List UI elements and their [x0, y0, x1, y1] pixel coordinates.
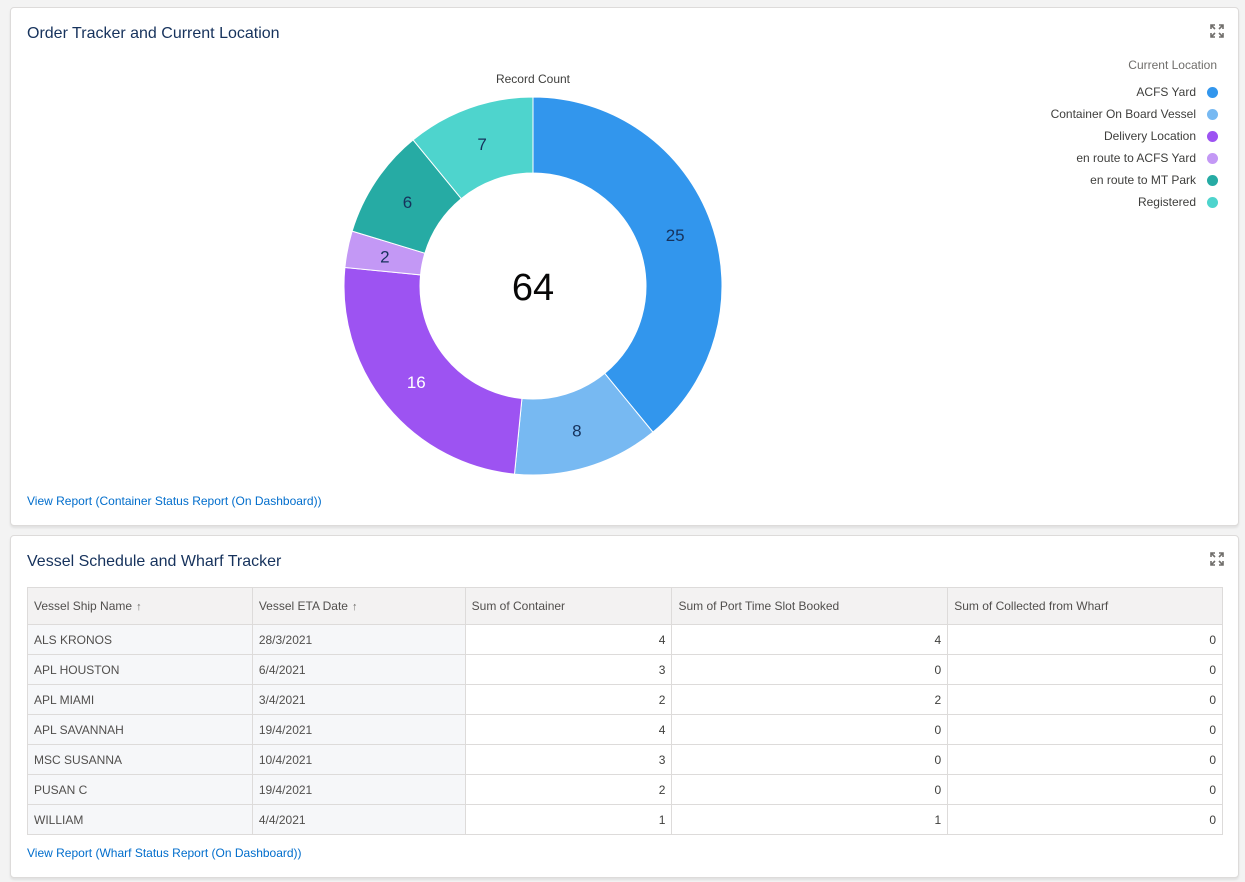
legend-label: ACFS Yard: [1136, 85, 1196, 99]
sum-cell: 4: [465, 624, 673, 655]
slice-value-label: 7: [477, 135, 486, 154]
donut-slice[interactable]: [343, 266, 523, 475]
card-title: Order Tracker and Current Location: [27, 25, 280, 42]
chart-total: 64: [512, 267, 554, 309]
vessel-name-cell: PUSAN C: [27, 774, 253, 805]
legend-item[interactable]: en route to ACFS Yard: [1051, 147, 1218, 169]
table-row: ALS KRONOS 28/3/2021 4 4 0: [27, 624, 1223, 655]
card-title: Vessel Schedule and Wharf Tracker: [27, 553, 282, 570]
expand-icon[interactable]: [1210, 24, 1224, 38]
eta-date-cell: 19/4/2021: [252, 714, 466, 745]
sum-cell: 2: [671, 684, 949, 715]
chart-legend: Current Location ACFS Yard Container On B…: [1051, 58, 1218, 213]
vessel-name-cell: WILLIAM: [27, 804, 253, 835]
sort-ascending-icon[interactable]: ↑: [136, 601, 142, 613]
sum-cell: 0: [947, 774, 1223, 805]
legend-swatch: [1207, 196, 1218, 208]
legend-swatch: [1207, 86, 1218, 98]
vessel-name-cell: APL MIAMI: [27, 684, 253, 715]
column-header-label: Vessel ETA Date: [258, 599, 348, 613]
table-row: MSC SUSANNA 10/4/2021 3 0 0: [27, 744, 1223, 775]
sum-cell: 4: [671, 624, 949, 655]
slice-value-label: 25: [666, 226, 685, 245]
legend-swatch: [1207, 130, 1218, 142]
sum-cell: 0: [671, 654, 949, 685]
sum-cell: 0: [947, 714, 1223, 745]
view-report-link[interactable]: View Report (Container Status Report (On…: [27, 494, 322, 508]
expand-icon[interactable]: [1210, 552, 1224, 566]
legend-label: en route to MT Park: [1090, 173, 1196, 187]
sum-cell: 4: [465, 714, 673, 745]
table-row: PUSAN C 19/4/2021 2 0 0: [27, 774, 1223, 805]
table-header-row: Vessel Ship Name ↑ Vessel ETA Date ↑ Sum of …: [27, 587, 1223, 625]
eta-date-cell: 19/4/2021: [252, 774, 466, 805]
legend-label: Registered: [1137, 195, 1196, 209]
sum-cell: 1: [671, 804, 949, 835]
vessel-schedule-card: Vessel Schedule and Wharf Tracker Vessel…: [10, 535, 1239, 878]
sum-cell: 0: [671, 744, 949, 775]
column-header-label: Vessel Ship Name: [34, 599, 133, 613]
sum-cell: 0: [947, 654, 1223, 685]
column-header[interactable]: Sum of Container: [464, 587, 673, 625]
sum-cell: 0: [671, 774, 949, 805]
legend-label: Container On Board Vessel: [1050, 107, 1196, 121]
eta-date-cell: 28/3/2021: [252, 624, 466, 655]
column-header[interactable]: Vessel Ship Name ↑: [27, 587, 253, 625]
column-header-label: Sum of Container: [471, 599, 566, 613]
sum-cell: 0: [947, 804, 1223, 835]
donut-slice[interactable]: [412, 96, 534, 200]
legend-label: Delivery Location: [1103, 129, 1196, 143]
slice-value-label: 6: [403, 193, 412, 212]
table-row: APL HOUSTON 6/4/2021 3 0 0: [27, 654, 1223, 685]
sum-cell: 1: [465, 804, 673, 835]
sum-cell: 0: [947, 744, 1223, 775]
column-header[interactable]: Sum of Collected from Wharf: [947, 587, 1223, 625]
vessel-name-cell: ALS KRONOS: [27, 624, 253, 655]
sum-cell: 0: [947, 624, 1223, 655]
legend-item[interactable]: Delivery Location: [1051, 125, 1218, 147]
legend-item[interactable]: Container On Board Vessel: [1051, 103, 1218, 125]
legend-item[interactable]: en route to MT Park: [1051, 169, 1218, 191]
donut-chart: Record Count 25 8 16 2 6 7 64: [343, 72, 723, 476]
sum-cell: 3: [465, 654, 673, 685]
table-body: ALS KRONOS 28/3/2021 4 4 0 APL HOUSTON 6/4/202…: [27, 624, 1223, 835]
sum-cell: 0: [671, 714, 949, 745]
sum-cell: 3: [465, 744, 673, 775]
chart-title: Record Count: [496, 72, 571, 86]
sum-cell: 2: [465, 774, 673, 805]
legend-swatch: [1207, 108, 1218, 120]
view-report-link[interactable]: View Report (Wharf Status Report (On Das…: [27, 846, 302, 860]
donut-slice[interactable]: [532, 96, 723, 433]
legend-title: Current Location: [1128, 58, 1217, 72]
legend-swatch: [1207, 174, 1218, 186]
legend-swatch: [1207, 152, 1218, 164]
table-row: APL MIAMI 3/4/2021 2 2 0: [27, 684, 1223, 715]
eta-date-cell: 4/4/2021: [252, 804, 466, 835]
vessel-table: Vessel Ship Name ↑ Vessel ETA Date ↑ Sum of …: [27, 587, 1223, 835]
slice-value-label: 16: [407, 373, 426, 392]
table-row: APL SAVANNAH 19/4/2021 4 0 0: [27, 714, 1223, 745]
column-header-label: Sum of Collected from Wharf: [954, 599, 1109, 613]
vessel-name-cell: APL SAVANNAH: [27, 714, 253, 745]
table-row: WILLIAM 4/4/2021 1 1 0: [27, 804, 1223, 835]
eta-date-cell: 10/4/2021: [252, 744, 466, 775]
legend-item[interactable]: Registered: [1051, 191, 1218, 213]
slice-value-label: 8: [572, 421, 581, 440]
slice-value-label: 2: [380, 248, 389, 267]
legend-label: en route to ACFS Yard: [1076, 151, 1196, 165]
legend-item[interactable]: ACFS Yard: [1051, 81, 1218, 103]
eta-date-cell: 6/4/2021: [252, 654, 466, 685]
vessel-name-cell: MSC SUSANNA: [27, 744, 253, 775]
vessel-name-cell: APL HOUSTON: [27, 654, 253, 685]
eta-date-cell: 3/4/2021: [252, 684, 466, 715]
sort-ascending-icon[interactable]: ↑: [351, 601, 358, 613]
sum-cell: 2: [465, 684, 673, 715]
column-header[interactable]: Sum of Port Time Slot Booked: [671, 587, 949, 625]
column-header-label: Sum of Port Time Slot Booked: [678, 599, 840, 613]
sum-cell: 0: [947, 684, 1223, 715]
order-tracker-card: Order Tracker and Current Location Recor…: [10, 7, 1239, 526]
column-header[interactable]: Vessel ETA Date ↑: [251, 587, 466, 625]
